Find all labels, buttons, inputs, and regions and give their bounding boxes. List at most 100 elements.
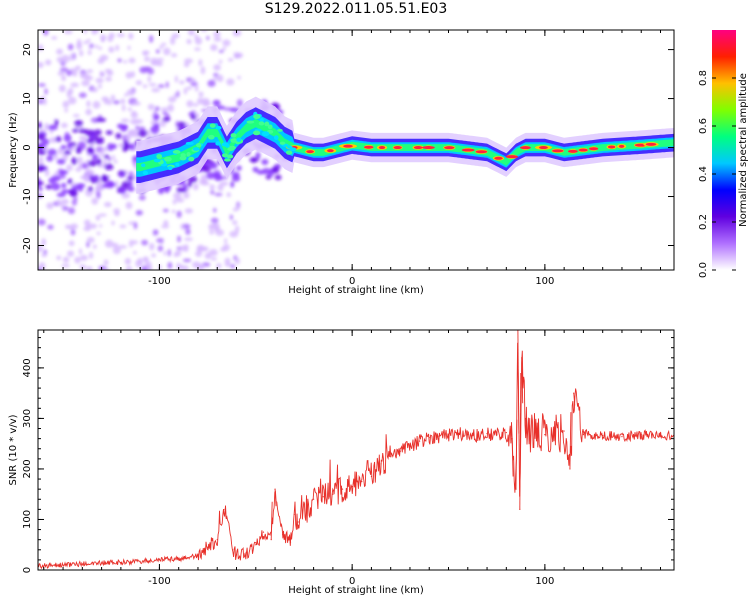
spectrogram-cell xyxy=(78,248,83,255)
spectrogram-cell xyxy=(183,183,188,191)
spectrogram-cell xyxy=(128,129,136,137)
spectrogram-hotspot xyxy=(221,153,228,158)
colorbar-tick-label: 0.6 xyxy=(698,118,709,134)
spectrogram-cell xyxy=(97,58,105,65)
spectrogram-cell xyxy=(76,156,83,165)
spectrogram-hotspot xyxy=(267,124,273,130)
spectrogram-hotspot xyxy=(259,118,264,123)
spectrogram-cell xyxy=(163,47,171,56)
spectrogram-cell xyxy=(111,242,119,248)
spectrogram-cell xyxy=(94,44,99,49)
spectrogram-cell xyxy=(62,206,69,211)
spectrogram-cell xyxy=(170,36,176,45)
spectrogram-cell xyxy=(118,245,128,249)
spectrogram-cell xyxy=(60,122,68,128)
spectrogram-cell xyxy=(38,156,44,162)
spectrogram-cell xyxy=(41,253,48,258)
spectrogram-y-tick-label: 0 xyxy=(22,144,33,150)
spectrogram-cell xyxy=(99,34,107,41)
spectrogram-cell xyxy=(173,192,182,200)
snr-data-point xyxy=(224,508,226,510)
spectrogram-hotspot xyxy=(156,153,163,159)
spectrogram-cell xyxy=(176,246,181,250)
spectrogram-cell xyxy=(91,87,98,93)
spectrogram-cell xyxy=(178,264,184,270)
spectrogram-hotspot xyxy=(306,150,314,154)
spectrogram-cell xyxy=(126,176,134,181)
snr-data-point xyxy=(602,435,604,437)
snr-x-tick-label: 0 xyxy=(349,576,355,587)
spectrogram-cell xyxy=(89,43,94,49)
snr-data-point xyxy=(447,433,450,436)
spectrogram-cell xyxy=(207,80,216,87)
spectrogram-cell xyxy=(48,124,58,131)
spectrogram-cell xyxy=(94,137,105,142)
spectrogram-cell xyxy=(176,210,182,218)
spectrogram-hotspot xyxy=(444,146,455,150)
colorbar-ticks: 0.0 0.2 0.4 0.6 0.8 xyxy=(698,70,736,278)
spectrogram-cell xyxy=(135,259,143,268)
spectrogram-cell xyxy=(83,226,91,232)
spectrogram-cell xyxy=(119,187,126,194)
spectrogram-cell xyxy=(71,157,78,165)
spectrogram-hotspot xyxy=(461,148,475,152)
spectrogram-cell xyxy=(98,213,107,217)
spectrogram-cell xyxy=(210,217,219,224)
snr-line-layer xyxy=(38,330,674,570)
snr-data-point xyxy=(309,513,311,516)
spectrogram-hotspot xyxy=(175,162,180,167)
spectrogram-cell xyxy=(213,37,222,42)
spectrogram-cell xyxy=(126,89,135,96)
spectrogram-cell xyxy=(236,99,244,107)
spectrogram-cell xyxy=(92,153,98,161)
snr-spike xyxy=(270,501,273,540)
spectrogram-cell xyxy=(70,228,76,236)
spectrogram-cell xyxy=(206,171,215,180)
spectrogram-cell xyxy=(124,257,132,265)
spectrogram-cell xyxy=(121,192,130,199)
spectrogram-cell xyxy=(210,44,218,52)
spectrogram-cell xyxy=(229,214,234,221)
snr-spike xyxy=(525,418,528,434)
spectrogram-cell xyxy=(201,98,210,105)
spectrogram-cell xyxy=(47,224,54,230)
spectrogram-cell xyxy=(89,223,98,229)
spectrogram-cell xyxy=(86,236,95,243)
spectrogram-cell xyxy=(141,239,149,246)
snr-y-tick-label: 100 xyxy=(22,510,33,529)
snr-spikes xyxy=(270,330,576,540)
spectrogram-cell xyxy=(112,100,121,105)
spectrogram-cell xyxy=(186,100,194,108)
spectrogram-cell xyxy=(101,183,111,188)
spectrogram-hotspot xyxy=(413,146,423,150)
spectrogram-cell xyxy=(190,78,196,82)
spectrogram-cell xyxy=(208,162,218,170)
snr-data-point xyxy=(341,488,344,490)
spectrogram-x-tick-label: -100 xyxy=(148,276,171,287)
spectrogram-hotspot xyxy=(188,156,195,162)
spectrogram-hotspot xyxy=(618,144,625,148)
spectrogram-cell xyxy=(66,164,73,172)
spectrogram-cell xyxy=(115,180,119,189)
snr-x-axis-label: Height of straight line (km) xyxy=(288,585,424,596)
spectrogram-cell xyxy=(212,170,222,179)
spectrogram-hotspot xyxy=(279,141,286,145)
spectrogram-cell xyxy=(150,57,158,65)
spectrogram-cell xyxy=(81,80,90,87)
spectrogram-cell xyxy=(38,149,46,156)
spectrogram-cell xyxy=(70,82,80,88)
snr-spike xyxy=(569,412,572,469)
spectrogram-hotspot xyxy=(228,145,236,150)
spectrogram-cell xyxy=(209,229,215,235)
spectrogram-cell xyxy=(102,175,109,182)
spectrogram-cell xyxy=(96,191,101,199)
spectrogram-cell xyxy=(105,76,112,82)
snr-data-point xyxy=(297,521,299,523)
spectrogram-hotspot xyxy=(578,148,588,152)
spectrogram-cell xyxy=(186,86,193,90)
spectrogram-cell xyxy=(110,94,116,101)
spectrogram-cell xyxy=(62,100,70,108)
spectrogram-cell xyxy=(43,98,47,106)
spectrogram-cell xyxy=(200,181,210,186)
